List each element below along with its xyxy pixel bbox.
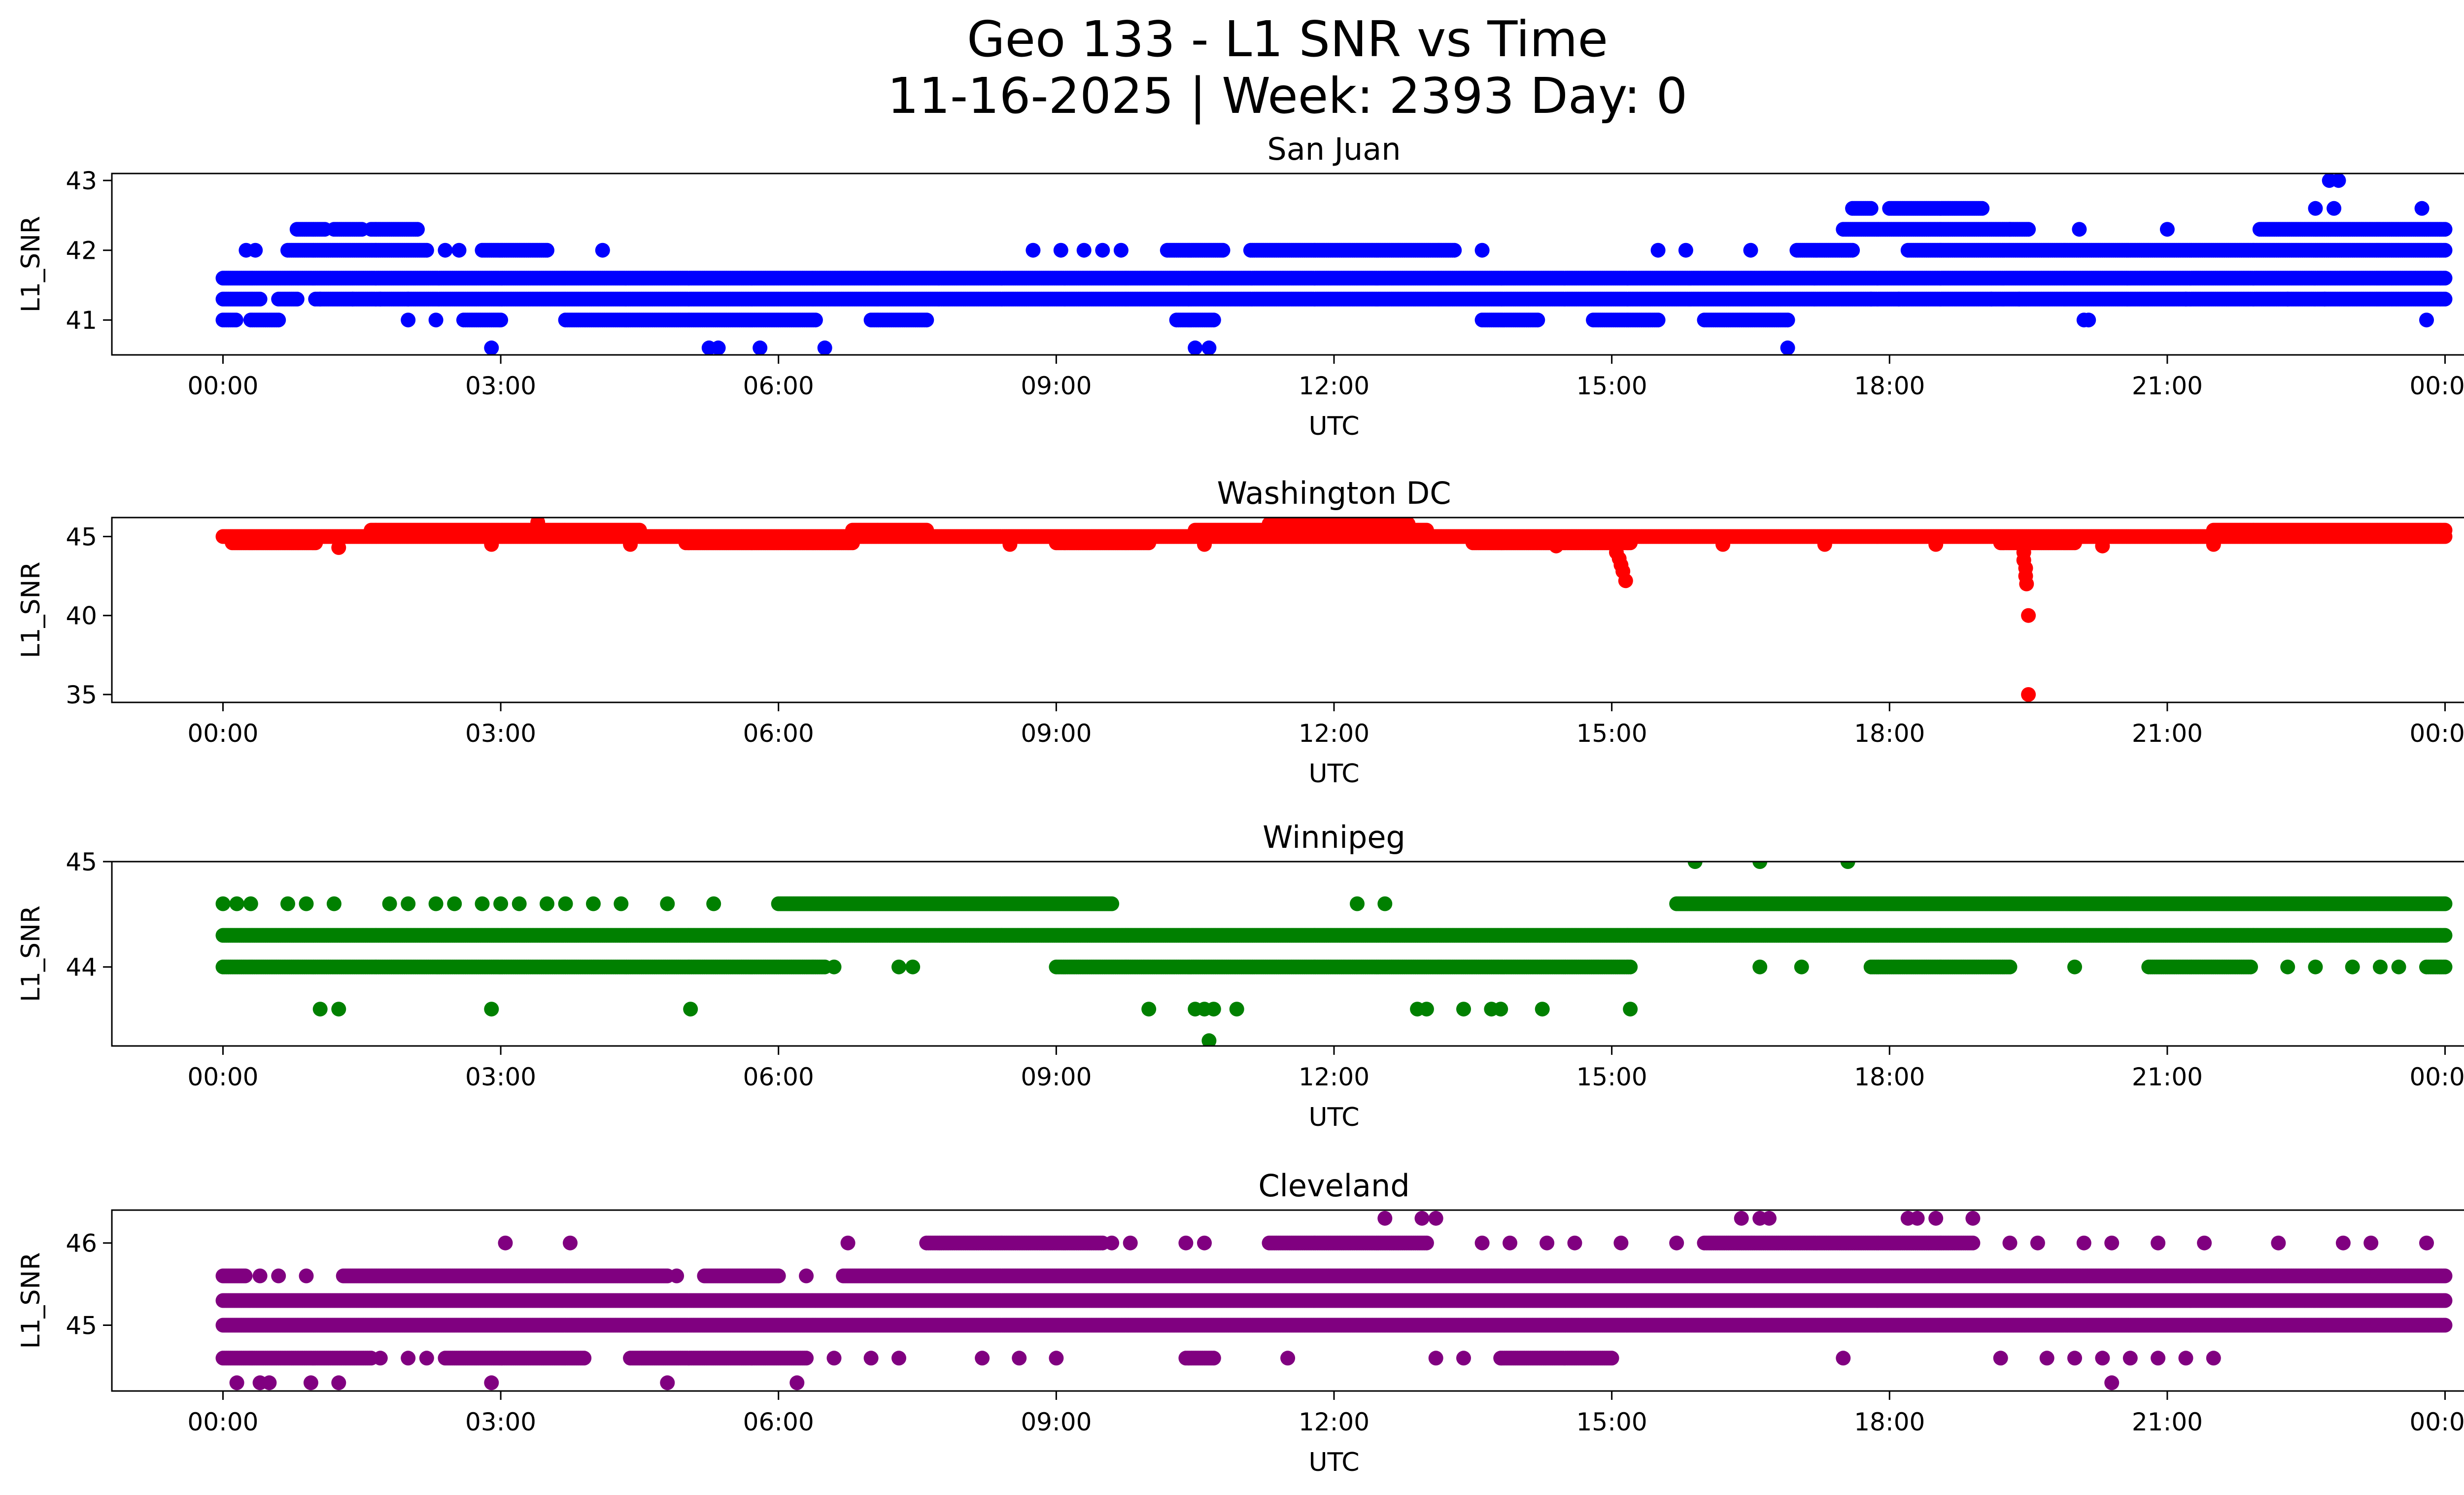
data-point [2327, 201, 2342, 216]
data-point [2159, 222, 2175, 237]
data-point [2081, 313, 2096, 328]
y-tick-label: 41 [66, 306, 97, 335]
data-point [2308, 201, 2323, 216]
data-point [228, 313, 243, 328]
subplot-san-juan: San Juan 00:00 03:00 06:00 09:00 12:00 15:00 18… [16, 131, 2464, 441]
data-point [373, 291, 388, 307]
data-point [2437, 271, 2453, 286]
data-point [2317, 291, 2332, 307]
data-point [2012, 291, 2027, 307]
data-point [1474, 243, 1490, 258]
x-axis-label: UTC [1308, 412, 1359, 441]
x-tick-label: 21:00 [2132, 372, 2203, 400]
data-point [1530, 313, 1545, 328]
x-tick-label: 12:00 [1299, 372, 1369, 400]
data-point [1650, 243, 1666, 258]
data-point [711, 340, 726, 355]
x-tick-label: 00:00 [2409, 372, 2464, 400]
data-point [289, 291, 305, 307]
x-tick-label: 09:00 [1021, 372, 1092, 400]
data-point [2419, 313, 2434, 328]
data-point [1026, 243, 1041, 258]
data-point [1891, 291, 1907, 307]
data-point [1188, 340, 1203, 355]
data-point [428, 313, 444, 328]
data-point [401, 291, 416, 307]
data-point [1201, 340, 1217, 355]
data-point [817, 340, 832, 355]
subplot-title: Washington DC [1217, 475, 1451, 511]
data-point [1743, 243, 1758, 258]
figure-subtitle: 11-16-2025 | Week: 2393 Day: 0 [887, 67, 1688, 125]
x-tick-label: 03:00 [465, 372, 536, 400]
data-point [2002, 222, 2018, 237]
data-point [2414, 201, 2430, 216]
data-point [1678, 243, 1693, 258]
data-point [2178, 291, 2193, 307]
data-point [808, 313, 823, 328]
data-point [2331, 174, 2346, 188]
data-point [410, 222, 425, 237]
x-tick-label: 00:00 [187, 372, 258, 400]
data-point [1650, 313, 1666, 328]
data-point [312, 291, 328, 307]
data-point [2437, 243, 2453, 258]
data-point [1076, 243, 1092, 258]
data-point [1863, 201, 1879, 216]
data-point [919, 313, 934, 328]
data-point [1113, 243, 1129, 258]
data-point [595, 243, 610, 258]
x-tick-label: 18:00 [1854, 372, 1925, 400]
data-point [1845, 243, 1860, 258]
data-point [345, 291, 360, 307]
data-point [1863, 291, 1879, 307]
axes-frame [111, 173, 2464, 356]
data-point [252, 291, 268, 307]
data-point [493, 313, 509, 328]
data-point [2280, 291, 2295, 307]
data-points [215, 174, 2453, 355]
data-point [248, 243, 263, 258]
y-tick-label: 43 [66, 167, 97, 195]
x-tick-label: 06:00 [743, 372, 814, 400]
data-point [1447, 243, 1462, 258]
data-point [271, 313, 286, 328]
data-point [2437, 222, 2453, 237]
data-point [540, 243, 554, 258]
data-point [2072, 222, 2087, 237]
data-point [484, 340, 499, 355]
data-points [215, 518, 2453, 702]
figure-title: Geo 133 - L1 SNR vs Time [967, 10, 1608, 68]
data-point [753, 340, 768, 355]
data-point [1206, 313, 1221, 328]
data-point [1975, 201, 1990, 216]
data-point [1215, 243, 1231, 258]
data-point [1984, 291, 1999, 307]
data-point [401, 313, 416, 328]
y-tick-label: 42 [66, 237, 97, 265]
data-point [419, 243, 434, 258]
y-axis-label: L1_SNR [16, 216, 46, 313]
data-point [1780, 340, 1795, 355]
data-point [1053, 243, 1068, 258]
data-point [1780, 313, 1795, 328]
data-point [1095, 243, 1110, 258]
x-tick-label: 15:00 [1576, 372, 1647, 400]
subplot-title: San Juan [1267, 131, 1401, 167]
data-point [2437, 291, 2453, 307]
data-point [451, 243, 467, 258]
data-point [2021, 222, 2036, 237]
data-point [438, 243, 453, 258]
